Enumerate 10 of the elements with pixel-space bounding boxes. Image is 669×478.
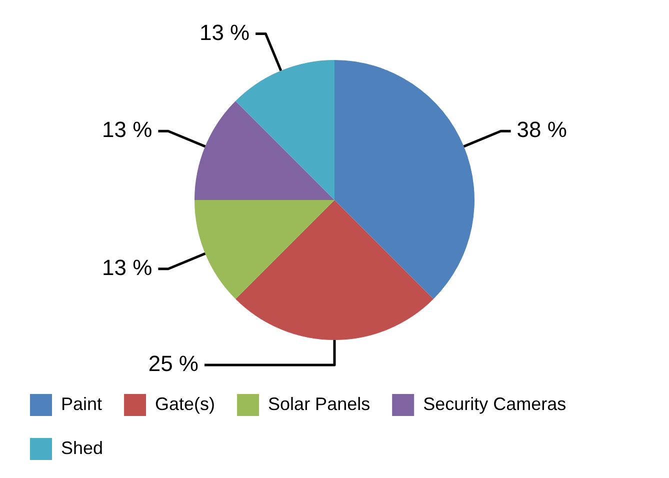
legend-label: Gate(s) bbox=[155, 394, 216, 414]
legend-label: Paint bbox=[61, 394, 102, 414]
data-label: 13 % bbox=[102, 254, 152, 280]
data-label: 25 % bbox=[148, 351, 198, 376]
legend-label: Solar Panels bbox=[268, 394, 370, 414]
legend-label: Security Cameras bbox=[423, 394, 566, 414]
legend-label: Shed bbox=[61, 438, 104, 458]
data-label: 13 % bbox=[102, 117, 152, 142]
data-label: 13 % bbox=[199, 20, 250, 45]
data-label: 38 % bbox=[516, 117, 567, 142]
